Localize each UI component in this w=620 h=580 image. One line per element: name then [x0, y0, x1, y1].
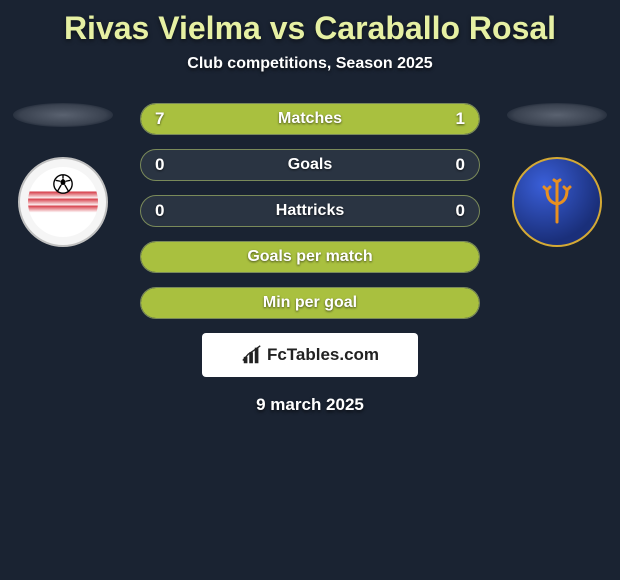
team-badge-left	[18, 157, 108, 247]
stat-value-left: 0	[155, 155, 164, 175]
stat-fill-right	[411, 104, 479, 134]
stat-label: Hattricks	[276, 202, 344, 220]
stat-row: 0 0 Goals	[140, 149, 480, 181]
stat-row: Min per goal	[140, 287, 480, 319]
comparison-container: Rivas Vielma vs Caraballo Rosal Club com…	[0, 0, 620, 425]
subtitle: Club competitions, Season 2025	[0, 55, 620, 73]
comparison-area: 7 1 Matches 0 0 Goals 0 0 Hattricks Goals per mat…	[0, 103, 620, 323]
stat-value-right: 1	[456, 109, 465, 129]
stat-value-left: 0	[155, 201, 164, 221]
soccer-ball-icon	[52, 173, 74, 195]
trident-icon	[532, 172, 582, 232]
page-title: Rivas Vielma vs Caraballo Rosal	[0, 10, 620, 47]
player-right	[502, 103, 612, 247]
stat-value-right: 0	[456, 201, 465, 221]
player-left-silhouette	[13, 103, 113, 127]
stat-label: Min per goal	[263, 294, 357, 312]
stat-row: 7 1 Matches	[140, 103, 480, 135]
team-badge-right	[512, 157, 602, 247]
stat-value-left: 7	[155, 109, 164, 129]
date-line: 9 march 2025	[0, 395, 620, 415]
watermark: FcTables.com	[202, 333, 418, 377]
stat-fill-left	[141, 104, 411, 134]
stat-label: Goals	[288, 156, 332, 174]
team-badge-right-inner	[527, 167, 587, 237]
watermark-text: FcTables.com	[267, 345, 379, 365]
player-left	[8, 103, 118, 247]
stat-label: Goals per match	[247, 248, 372, 266]
stat-label: Matches	[278, 110, 342, 128]
bar-chart-icon	[241, 344, 263, 366]
player-right-silhouette	[507, 103, 607, 127]
stat-row: Goals per match	[140, 241, 480, 273]
team-badge-left-inner	[28, 167, 98, 237]
stat-row: 0 0 Hattricks	[140, 195, 480, 227]
stat-value-right: 0	[456, 155, 465, 175]
stats-block: 7 1 Matches 0 0 Goals 0 0 Hattricks Goals per mat…	[140, 103, 480, 333]
